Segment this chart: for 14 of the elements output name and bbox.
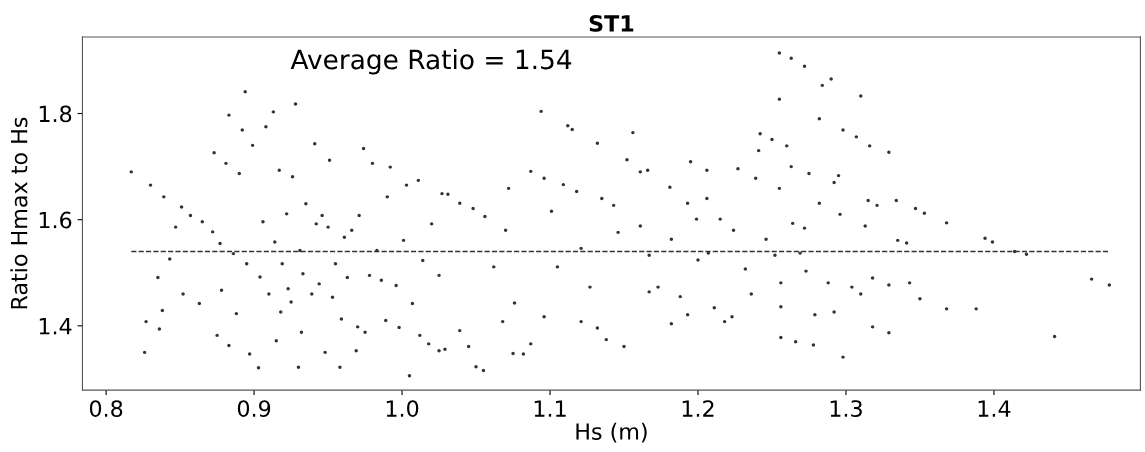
annotation: Average Ratio = 1.54	[290, 49, 572, 75]
x-axis-title: Hs (m)	[576, 422, 647, 443]
y-tick-label: 1.4	[39, 318, 72, 335]
chart-title: ST1	[589, 15, 634, 32]
y-tick-label: 1.6	[39, 211, 72, 229]
x-tick-label: 1.0	[386, 400, 419, 417]
x-tick-label: 0.9	[237, 400, 271, 417]
x-tick-label: 1.3	[830, 400, 862, 417]
x-tick-label: 1.4	[978, 400, 1011, 417]
x-tick-label: 1.2	[682, 400, 714, 417]
x-tick-label: 1.1	[534, 400, 566, 417]
y-tick-label: 1.8	[39, 105, 72, 123]
x-tick-label: 0.8	[89, 400, 123, 417]
y-axis-title: Ratio Hmax to Hs	[10, 117, 28, 309]
